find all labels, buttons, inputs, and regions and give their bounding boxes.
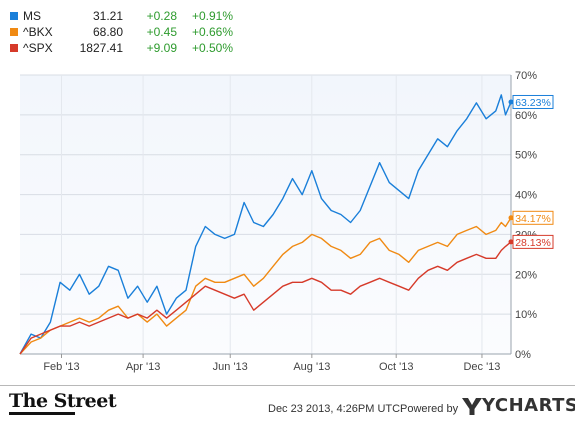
x-tick-label: Apr '13 [126, 361, 161, 373]
thestreet-logo[interactable]: The Street [9, 390, 117, 412]
legend-percent: +0.66% [191, 25, 233, 39]
legend-price: 68.80 [92, 25, 123, 39]
plot-area [20, 75, 511, 354]
legend-swatch [10, 12, 18, 20]
end-label-box [512, 234, 554, 249]
end-label: 28.13% [515, 237, 551, 249]
legend-item-spx[interactable]: ^SPX 1827.41 +9.09 +0.50% [10, 40, 233, 56]
y-tick-label: 60% [515, 110, 537, 122]
y-tick-label: 0% [515, 349, 531, 361]
ycharts-logo[interactable]: YCHARTS [462, 395, 575, 416]
ycharts-y-icon [462, 397, 482, 415]
legend-symbol: MS [23, 9, 41, 23]
timestamp: Dec 23 2013, 4:26PM UTC. [268, 403, 404, 415]
legend-swatch [10, 44, 18, 52]
legend: MS 31.21 +0.28 +0.91% ^BKX 68.80 +0.45 +… [10, 8, 233, 56]
y-tick-label: 70% [515, 70, 537, 82]
series-endpoint [508, 239, 514, 245]
legend-symbol: ^SPX [23, 41, 53, 55]
y-axis-ticks: 0%10%20%30%40%50%60%70% [515, 70, 537, 361]
end-label-box [512, 210, 554, 225]
grid-lines [20, 74, 512, 355]
powered-by-label: Powered by [400, 403, 459, 415]
y-tick-label: 40% [515, 190, 537, 202]
legend-change: +9.09 [146, 41, 177, 55]
legend-change: +0.45 [146, 25, 177, 39]
legend-item-ms[interactable]: MS 31.21 +0.28 +0.91% [10, 8, 233, 24]
legend-swatch [10, 28, 18, 36]
legend-percent: +0.91% [191, 9, 233, 23]
legend-item-bkx[interactable]: ^BKX 68.80 +0.45 +0.66% [10, 24, 233, 40]
y-tick-label: 20% [515, 269, 537, 281]
series-endpoint [508, 99, 514, 105]
end-label: 63.23% [515, 97, 551, 109]
end-label-box [512, 94, 554, 109]
legend-change: +0.28 [146, 9, 177, 23]
legend-price: 1827.41 [79, 41, 123, 55]
thestreet-logo-underline [9, 412, 75, 415]
y-tick-label: 10% [515, 309, 537, 321]
footer: The Street Dec 23 2013, 4:26PM UTC. Powe… [0, 385, 575, 422]
legend-symbol: ^BKX [23, 25, 53, 39]
x-tick-label: Jun '13 [213, 361, 248, 373]
x-tick-label: Dec '13 [463, 361, 500, 373]
series-line-spx [19, 241, 512, 355]
x-tick-label: Oct '13 [379, 361, 414, 373]
y-tick-label: 50% [515, 150, 537, 162]
series-line-bkx [19, 217, 512, 355]
series-endpoint [508, 215, 514, 221]
legend-price: 31.21 [92, 9, 123, 23]
x-tick-label: Feb '13 [43, 361, 79, 373]
series-lines [19, 94, 512, 355]
end-label: 34.17% [515, 213, 551, 225]
legend-percent: +0.50% [191, 41, 233, 55]
x-axis-ticks: Feb '13 Apr '13 Jun '13 Aug '13 Oct '13 Dec '… [43, 354, 500, 373]
series-line-ms [19, 94, 512, 355]
ycharts-wordmark: YCHARTS [482, 395, 575, 416]
end-labels: 63.23% 34.17% 28.13% [508, 94, 554, 249]
x-tick-label: Aug '13 [293, 361, 330, 373]
